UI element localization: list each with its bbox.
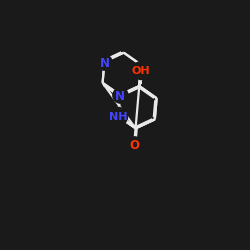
Text: N: N <box>115 90 125 103</box>
Text: OH: OH <box>131 66 150 76</box>
Text: NH: NH <box>109 112 128 122</box>
Text: N: N <box>100 57 110 70</box>
Text: O: O <box>129 139 139 152</box>
